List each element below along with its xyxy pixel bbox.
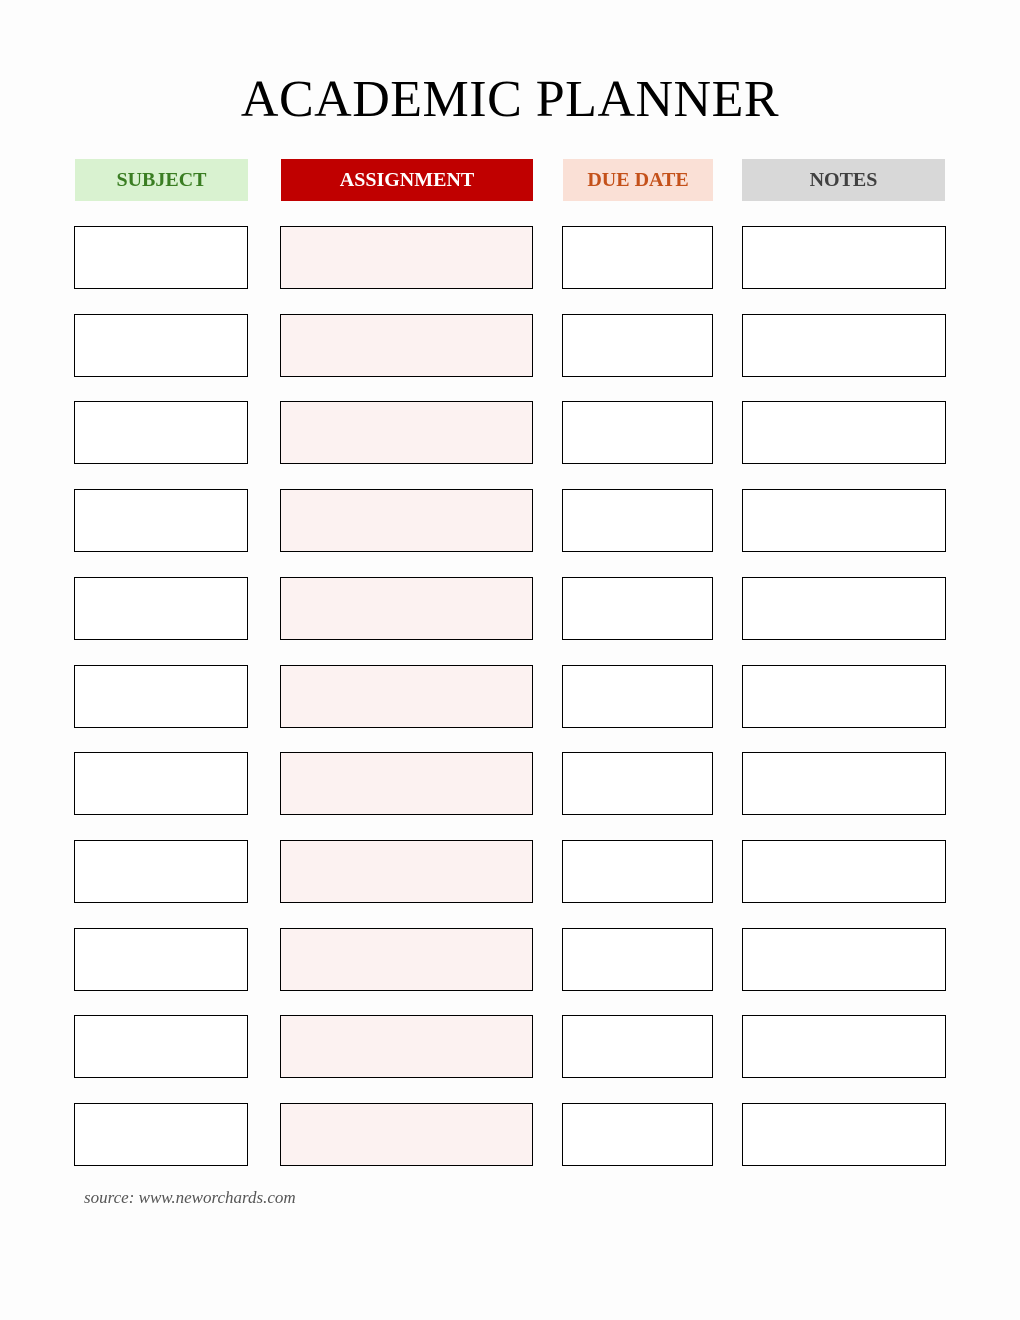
assignment-cell[interactable]: [280, 928, 533, 991]
assignment-cell[interactable]: [280, 577, 533, 640]
subject-cell[interactable]: [74, 226, 248, 289]
header-due-date: DUE DATE: [563, 159, 713, 201]
subject-cell[interactable]: [74, 1015, 248, 1078]
header-subject: SUBJECT: [75, 159, 248, 201]
subject-cell[interactable]: [74, 314, 248, 377]
notes-cell[interactable]: [742, 752, 946, 815]
subject-cell[interactable]: [74, 840, 248, 903]
assignment-cell[interactable]: [280, 752, 533, 815]
subject-cell[interactable]: [74, 577, 248, 640]
header-notes: NOTES: [742, 159, 945, 201]
source-credit: source: www.neworchards.com: [84, 1188, 296, 1207]
assignment-cell[interactable]: [280, 840, 533, 903]
subject-cell[interactable]: [74, 489, 248, 552]
due-date-cell[interactable]: [562, 489, 713, 552]
notes-cell[interactable]: [742, 314, 946, 377]
due-date-cell[interactable]: [562, 314, 713, 377]
notes-cell[interactable]: [742, 401, 946, 464]
assignment-cell[interactable]: [280, 665, 533, 728]
due-date-cell[interactable]: [562, 577, 713, 640]
due-date-cell[interactable]: [562, 665, 713, 728]
notes-cell[interactable]: [742, 840, 946, 903]
notes-cell[interactable]: [742, 665, 946, 728]
subject-cell[interactable]: [74, 752, 248, 815]
due-date-cell[interactable]: [562, 928, 713, 991]
due-date-cell[interactable]: [562, 1103, 713, 1166]
subject-cell[interactable]: [74, 928, 248, 991]
assignment-cell[interactable]: [280, 314, 533, 377]
due-date-cell[interactable]: [562, 1015, 713, 1078]
notes-cell[interactable]: [742, 928, 946, 991]
subject-cell[interactable]: [74, 1103, 248, 1166]
due-date-cell[interactable]: [562, 840, 713, 903]
notes-cell[interactable]: [742, 1103, 946, 1166]
assignment-cell[interactable]: [280, 1015, 533, 1078]
notes-cell[interactable]: [742, 1015, 946, 1078]
subject-cell[interactable]: [74, 401, 248, 464]
subject-cell[interactable]: [74, 665, 248, 728]
page-title: ACADEMIC PLANNER: [240, 71, 780, 128]
assignment-cell[interactable]: [280, 226, 533, 289]
notes-cell[interactable]: [742, 577, 946, 640]
assignment-cell[interactable]: [280, 1103, 533, 1166]
notes-cell[interactable]: [742, 489, 946, 552]
due-date-cell[interactable]: [562, 752, 713, 815]
assignment-cell[interactable]: [280, 401, 533, 464]
due-date-cell[interactable]: [562, 401, 713, 464]
header-assignment: ASSIGNMENT: [281, 159, 533, 201]
notes-cell[interactable]: [742, 226, 946, 289]
assignment-cell[interactable]: [280, 489, 533, 552]
due-date-cell[interactable]: [562, 226, 713, 289]
